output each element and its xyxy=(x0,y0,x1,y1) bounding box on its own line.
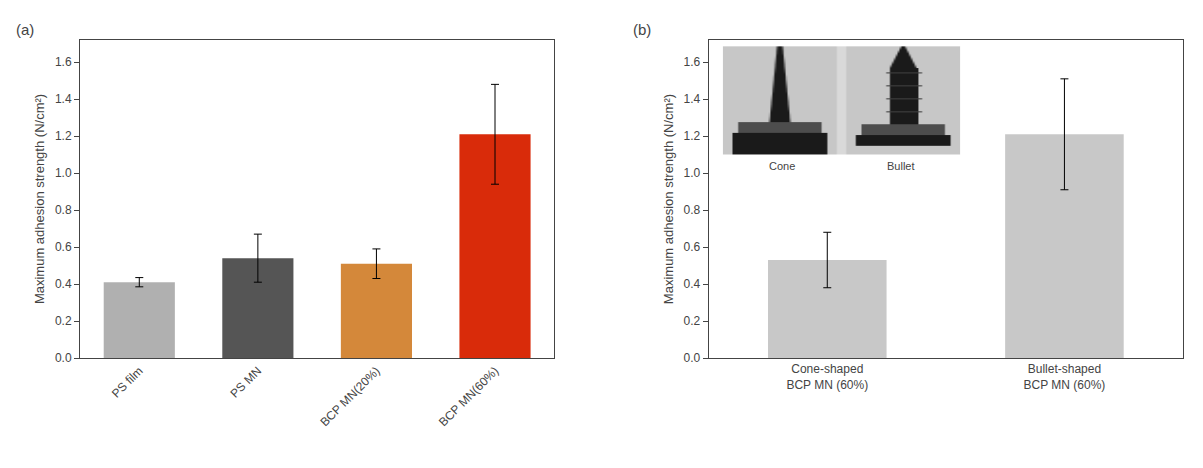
svg-text:Cone: Cone xyxy=(769,160,795,172)
svg-text:(a): (a) xyxy=(16,21,34,38)
svg-text:0.0: 0.0 xyxy=(55,351,72,365)
svg-text:0.4: 0.4 xyxy=(55,277,72,291)
svg-text:Maximum adhesion strength (N/c: Maximum adhesion strength (N/cm²) xyxy=(32,94,47,304)
svg-text:0.8: 0.8 xyxy=(684,203,701,217)
svg-text:0.2: 0.2 xyxy=(55,314,72,328)
svg-text:Bullet: Bullet xyxy=(887,160,915,172)
svg-text:0.4: 0.4 xyxy=(684,277,701,291)
svg-text:Cone-shapedBCP MN (60%): Cone-shapedBCP MN (60%) xyxy=(786,362,868,392)
svg-text:1.2: 1.2 xyxy=(684,129,701,143)
svg-text:(b): (b) xyxy=(633,21,651,38)
svg-text:1.6: 1.6 xyxy=(55,55,72,69)
svg-text:1.0: 1.0 xyxy=(684,166,701,180)
svg-text:BCP MN(60%): BCP MN(60%) xyxy=(436,364,501,429)
svg-text:1.6: 1.6 xyxy=(684,55,701,69)
svg-text:1.4: 1.4 xyxy=(55,92,72,106)
svg-text:0.6: 0.6 xyxy=(684,240,701,254)
svg-text:PS MN: PS MN xyxy=(227,364,264,401)
svg-text:1.4: 1.4 xyxy=(684,92,701,106)
svg-text:Bullet-shapedBCP MN (60%): Bullet-shapedBCP MN (60%) xyxy=(1024,362,1106,392)
svg-text:BCP MN(20%): BCP MN(20%) xyxy=(317,364,382,429)
svg-text:PS film: PS film xyxy=(109,364,146,401)
svg-text:0.8: 0.8 xyxy=(55,203,72,217)
svg-text:1.2: 1.2 xyxy=(55,129,72,143)
svg-text:0.2: 0.2 xyxy=(684,314,701,328)
svg-text:0.6: 0.6 xyxy=(55,240,72,254)
svg-text:1.0: 1.0 xyxy=(55,166,72,180)
svg-text:Maximum adhesion strength (N/c: Maximum adhesion strength (N/cm²) xyxy=(661,94,676,304)
svg-text:0.0: 0.0 xyxy=(684,351,701,365)
